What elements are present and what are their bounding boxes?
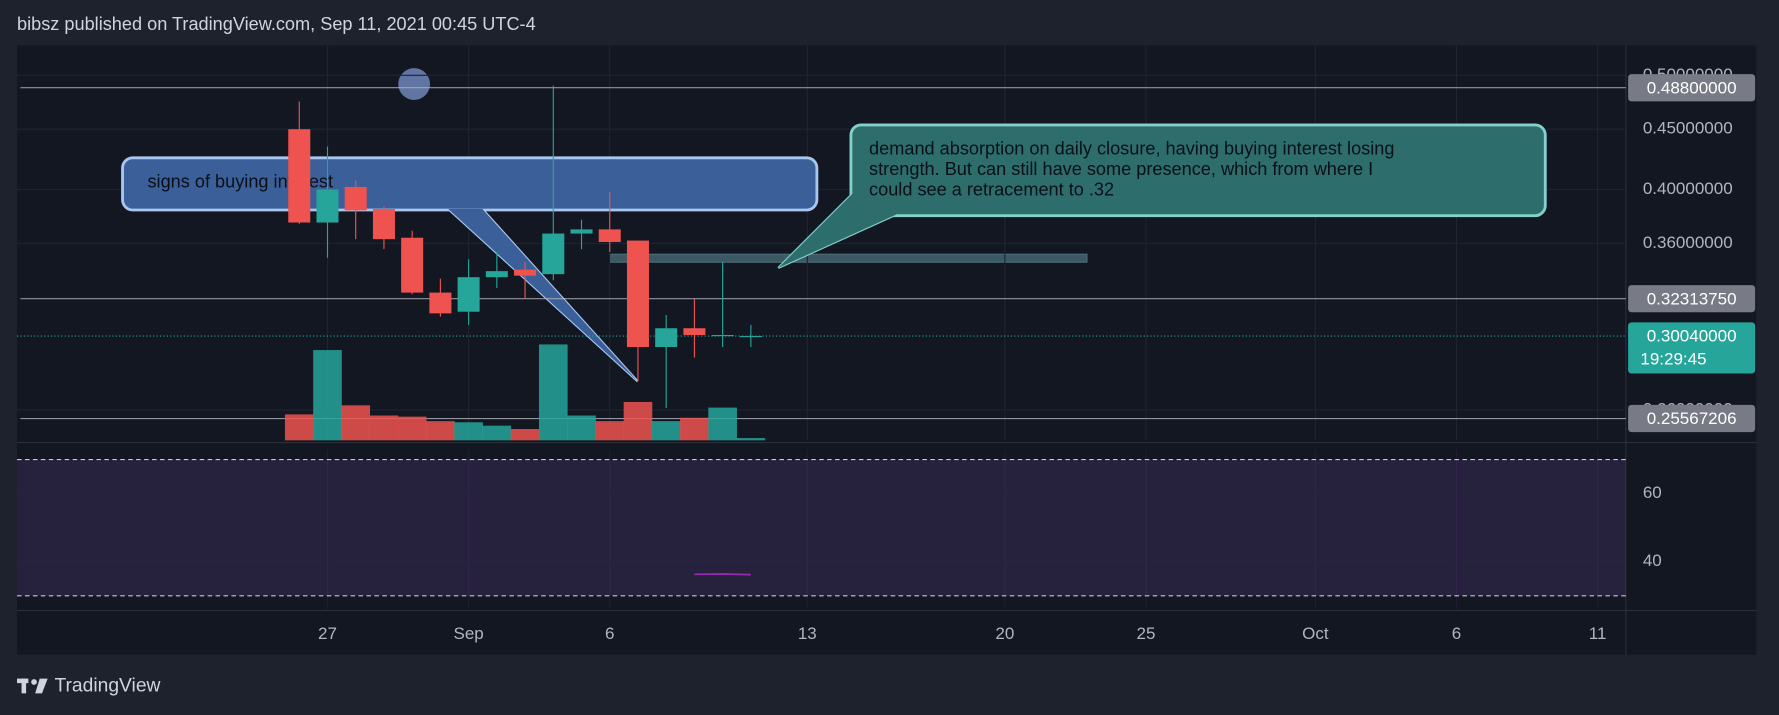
candle-body — [626, 240, 649, 348]
zone-rectangle — [609, 253, 1088, 263]
candle-body — [542, 233, 565, 275]
x-tick-label: 6 — [1452, 624, 1461, 643]
volume-bar — [538, 344, 568, 441]
candle-body — [485, 271, 508, 278]
callout-text: could see a retracement to .32 — [869, 180, 1114, 200]
candle-body — [570, 229, 593, 234]
callout-pointer-join — [448, 208, 638, 382]
price-label-box — [1628, 74, 1756, 102]
volume-bar — [736, 438, 766, 441]
candle-body — [288, 129, 311, 223]
drawing-marker — [398, 68, 431, 100]
rsi-tick-label: 60 — [1643, 483, 1662, 502]
volume-bar — [341, 405, 371, 441]
volume-bar — [680, 417, 709, 441]
candle-body — [655, 328, 678, 348]
logo — [17, 678, 48, 694]
rsi-pane — [17, 449, 1626, 610]
price-label: 0.25567206 — [1647, 409, 1737, 428]
callout-box — [849, 123, 1547, 218]
volume-bar — [397, 416, 427, 441]
callout-pointer-join — [778, 192, 897, 268]
logo-part — [31, 679, 37, 685]
last-price-box — [1628, 322, 1756, 374]
x-tick-label: 6 — [605, 624, 614, 643]
candle-body — [429, 292, 452, 314]
candle-body — [344, 186, 367, 211]
rsi-line — [694, 573, 751, 576]
volume-bar — [595, 421, 625, 441]
volume-bar — [313, 350, 342, 441]
price-label: 0.32313750 — [1647, 289, 1737, 308]
y-tick-label: 0.40000000 — [1643, 179, 1733, 198]
callout-text: strength. But can still have some presen… — [869, 159, 1373, 179]
volume-bar — [454, 422, 483, 441]
logo-part — [35, 678, 48, 694]
x-tick-label: 11 — [1589, 624, 1607, 643]
countdown-label: 19:29:45 — [1640, 349, 1706, 368]
candle-body — [401, 237, 424, 293]
candle-body — [711, 334, 734, 337]
volume-bar — [426, 421, 455, 441]
x-tick-label: Sep — [453, 624, 483, 643]
candle-body — [598, 229, 621, 242]
logo-part — [21, 678, 27, 694]
x-tick-label: 13 — [798, 624, 817, 643]
candle-body — [457, 277, 480, 312]
x-tick-label: Oct — [1302, 624, 1329, 643]
volume-bar — [651, 421, 681, 441]
last-price-label: 0.30040000 — [1647, 327, 1737, 346]
volume-bar — [567, 415, 596, 441]
footer-brand: TradingView — [54, 676, 160, 697]
candle-body — [316, 189, 339, 223]
x-tick-label: 27 — [318, 624, 337, 643]
rsi-tick-label: 40 — [1643, 551, 1662, 570]
candle-body — [514, 269, 537, 276]
x-tick-label: 20 — [995, 624, 1014, 643]
volume-bar — [284, 414, 314, 441]
y-tick-label: 0.36000000 — [1643, 233, 1733, 252]
y-tick-label: 0.45000000 — [1643, 119, 1733, 138]
volume-bar — [369, 415, 399, 441]
candle-body — [372, 209, 395, 240]
candle-body — [683, 328, 706, 335]
callout-text: signs of buying interest — [147, 172, 333, 192]
volume-bar — [482, 425, 512, 441]
volume-bar — [623, 401, 653, 441]
volume-bar — [708, 407, 737, 441]
price-label-box — [1628, 404, 1756, 433]
callout-text: demand absorption on daily closure, havi… — [869, 139, 1394, 159]
price-label-box — [1628, 285, 1756, 313]
price-label: 0.48800000 — [1647, 78, 1737, 97]
header: bibsz published on TradingView.com, Sep … — [17, 14, 536, 34]
volume-bar — [510, 429, 540, 441]
candle-body — [739, 336, 762, 338]
x-tick-label: 25 — [1137, 624, 1156, 643]
rsi-band — [17, 459, 1626, 596]
